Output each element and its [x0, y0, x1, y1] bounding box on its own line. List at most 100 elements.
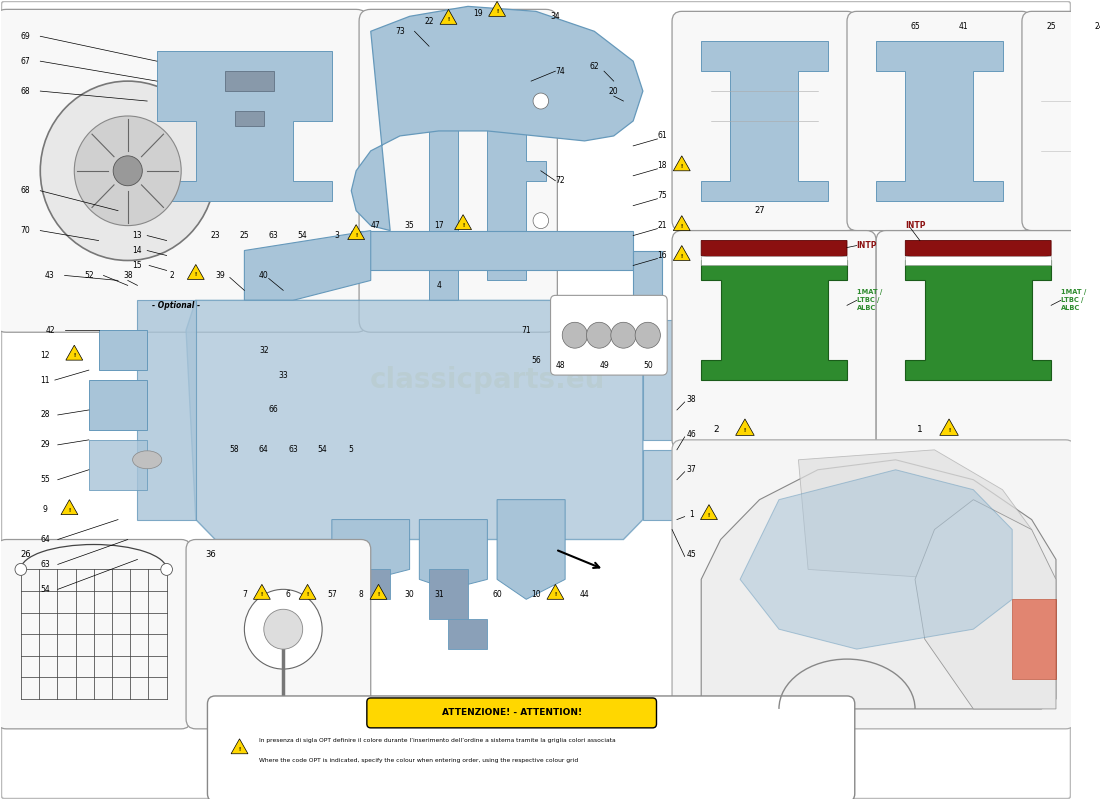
Circle shape [41, 81, 216, 261]
Text: 5: 5 [349, 446, 354, 454]
Polygon shape [429, 42, 459, 300]
Text: 17: 17 [434, 221, 443, 230]
Polygon shape [157, 51, 332, 201]
Text: 8: 8 [359, 590, 363, 599]
Polygon shape [673, 156, 690, 170]
Text: 23: 23 [210, 231, 220, 240]
Text: 9: 9 [43, 505, 47, 514]
Polygon shape [419, 519, 487, 590]
Text: - Optional -: - Optional - [152, 301, 200, 310]
Text: 24: 24 [1094, 22, 1100, 31]
Text: 29: 29 [41, 440, 50, 450]
Text: 40: 40 [258, 271, 268, 280]
Text: 21: 21 [658, 221, 667, 230]
Circle shape [244, 590, 322, 669]
Text: 52: 52 [84, 271, 94, 280]
Text: 44: 44 [580, 590, 590, 599]
Text: 3: 3 [334, 231, 339, 240]
Polygon shape [351, 6, 642, 230]
Polygon shape [186, 300, 642, 539]
Text: !: ! [708, 513, 711, 518]
FancyBboxPatch shape [366, 698, 657, 728]
Text: 20: 20 [609, 86, 618, 95]
Text: 31: 31 [434, 590, 443, 599]
Text: 69: 69 [21, 32, 31, 41]
Text: 26: 26 [21, 550, 31, 559]
Text: 55: 55 [41, 475, 50, 484]
Text: 41: 41 [959, 22, 968, 31]
Text: !: ! [74, 353, 76, 358]
Text: 1: 1 [689, 510, 694, 519]
Text: 15: 15 [133, 261, 142, 270]
Polygon shape [253, 584, 271, 599]
FancyBboxPatch shape [186, 539, 371, 729]
Text: 65: 65 [910, 22, 920, 31]
Text: !: ! [239, 746, 241, 752]
Text: INTP: INTP [905, 221, 926, 230]
Polygon shape [701, 261, 847, 380]
Text: 43: 43 [45, 271, 55, 280]
FancyBboxPatch shape [0, 539, 191, 729]
Text: 72: 72 [556, 176, 565, 186]
Polygon shape [673, 246, 690, 261]
Polygon shape [701, 255, 847, 266]
FancyBboxPatch shape [672, 440, 1076, 729]
Text: 36: 36 [205, 550, 216, 559]
Text: !: ! [195, 273, 197, 278]
Text: 67: 67 [21, 57, 31, 66]
Text: 61: 61 [658, 131, 667, 141]
Circle shape [562, 322, 587, 348]
FancyBboxPatch shape [1, 2, 1070, 798]
Polygon shape [915, 500, 1056, 709]
Text: 25: 25 [240, 231, 250, 240]
Text: 4: 4 [437, 281, 441, 290]
Circle shape [586, 322, 612, 348]
Text: 64: 64 [258, 446, 268, 454]
Polygon shape [939, 419, 958, 435]
Text: 10: 10 [531, 590, 541, 599]
Text: !: ! [681, 254, 683, 258]
Polygon shape [348, 225, 364, 239]
Circle shape [264, 610, 303, 649]
Text: 64: 64 [41, 535, 50, 544]
Text: 68: 68 [21, 86, 31, 95]
Polygon shape [89, 440, 147, 490]
Polygon shape [799, 450, 1032, 579]
Polygon shape [488, 2, 506, 16]
Polygon shape [60, 500, 78, 514]
Text: 62: 62 [590, 62, 600, 70]
Text: 56: 56 [531, 356, 541, 365]
Polygon shape [138, 300, 196, 519]
Text: 46: 46 [686, 430, 696, 439]
Text: 11: 11 [41, 375, 50, 385]
Text: 25: 25 [1046, 22, 1056, 31]
Text: !: ! [681, 224, 683, 229]
Text: INTP: INTP [857, 241, 877, 250]
Text: !: ! [496, 10, 498, 14]
Text: !: ! [462, 222, 464, 228]
Polygon shape [673, 216, 690, 230]
FancyBboxPatch shape [1022, 11, 1100, 230]
Text: !: ! [448, 18, 450, 22]
Text: 63: 63 [268, 231, 278, 240]
Polygon shape [701, 460, 1056, 709]
Text: 48: 48 [556, 361, 565, 370]
Text: !: ! [377, 592, 379, 598]
Text: 71: 71 [521, 326, 531, 334]
Text: 14: 14 [133, 246, 142, 255]
Text: !: ! [261, 592, 263, 598]
Polygon shape [487, 61, 546, 281]
Text: Where the code OPT is indicated, specify the colour when entering order, using t: Where the code OPT is indicated, specify… [258, 758, 579, 763]
Text: 13: 13 [133, 231, 142, 240]
Polygon shape [736, 419, 755, 435]
Text: 1: 1 [917, 426, 923, 434]
Polygon shape [99, 330, 147, 370]
Circle shape [161, 563, 173, 575]
Text: 6: 6 [286, 590, 290, 599]
Text: 70: 70 [21, 226, 31, 235]
Polygon shape [234, 111, 264, 126]
Text: !: ! [355, 233, 358, 238]
Text: 58: 58 [230, 446, 240, 454]
Polygon shape [89, 380, 147, 430]
Polygon shape [701, 241, 847, 261]
